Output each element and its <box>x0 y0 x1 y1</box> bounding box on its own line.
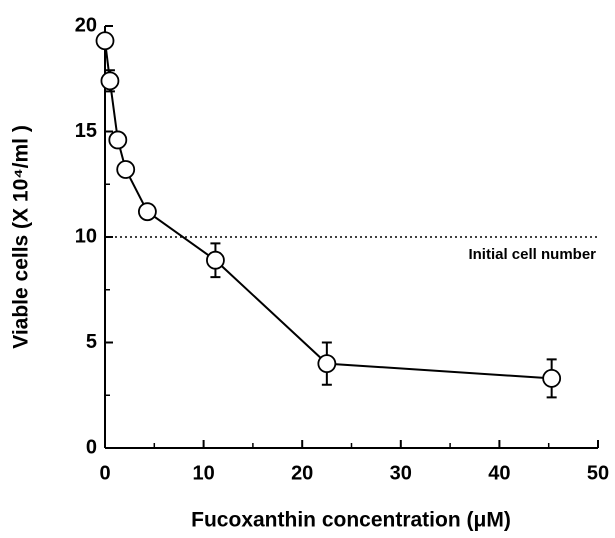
data-point <box>116 160 136 179</box>
y-tick-label: 20 <box>75 14 97 36</box>
x-tick-label: 10 <box>192 462 214 484</box>
x-tick-label: 50 <box>587 462 609 484</box>
data-line <box>104 40 552 380</box>
x-tick-label: 0 <box>99 462 110 484</box>
data-point <box>137 202 157 222</box>
x-tick-label: 40 <box>488 462 510 484</box>
y-tick-label: 15 <box>75 120 97 142</box>
x-axis-title: Fucoxanthin concentration (μM) <box>191 509 511 532</box>
data-point <box>100 71 120 91</box>
y-tick-label: 0 <box>86 436 97 458</box>
reference-label: Initial cell number <box>468 246 596 263</box>
y-axis-title: Viable cells (X 10⁴/ml ) <box>10 125 33 349</box>
y-tick-label: 10 <box>75 225 97 247</box>
data-point <box>95 31 115 51</box>
data-point <box>206 250 225 270</box>
data-point <box>542 368 562 388</box>
y-tick-label: 5 <box>86 331 97 353</box>
x-tick-label: 20 <box>291 462 313 484</box>
data-point <box>317 354 337 374</box>
data-point <box>108 130 128 150</box>
x-tick-label: 30 <box>390 462 412 484</box>
